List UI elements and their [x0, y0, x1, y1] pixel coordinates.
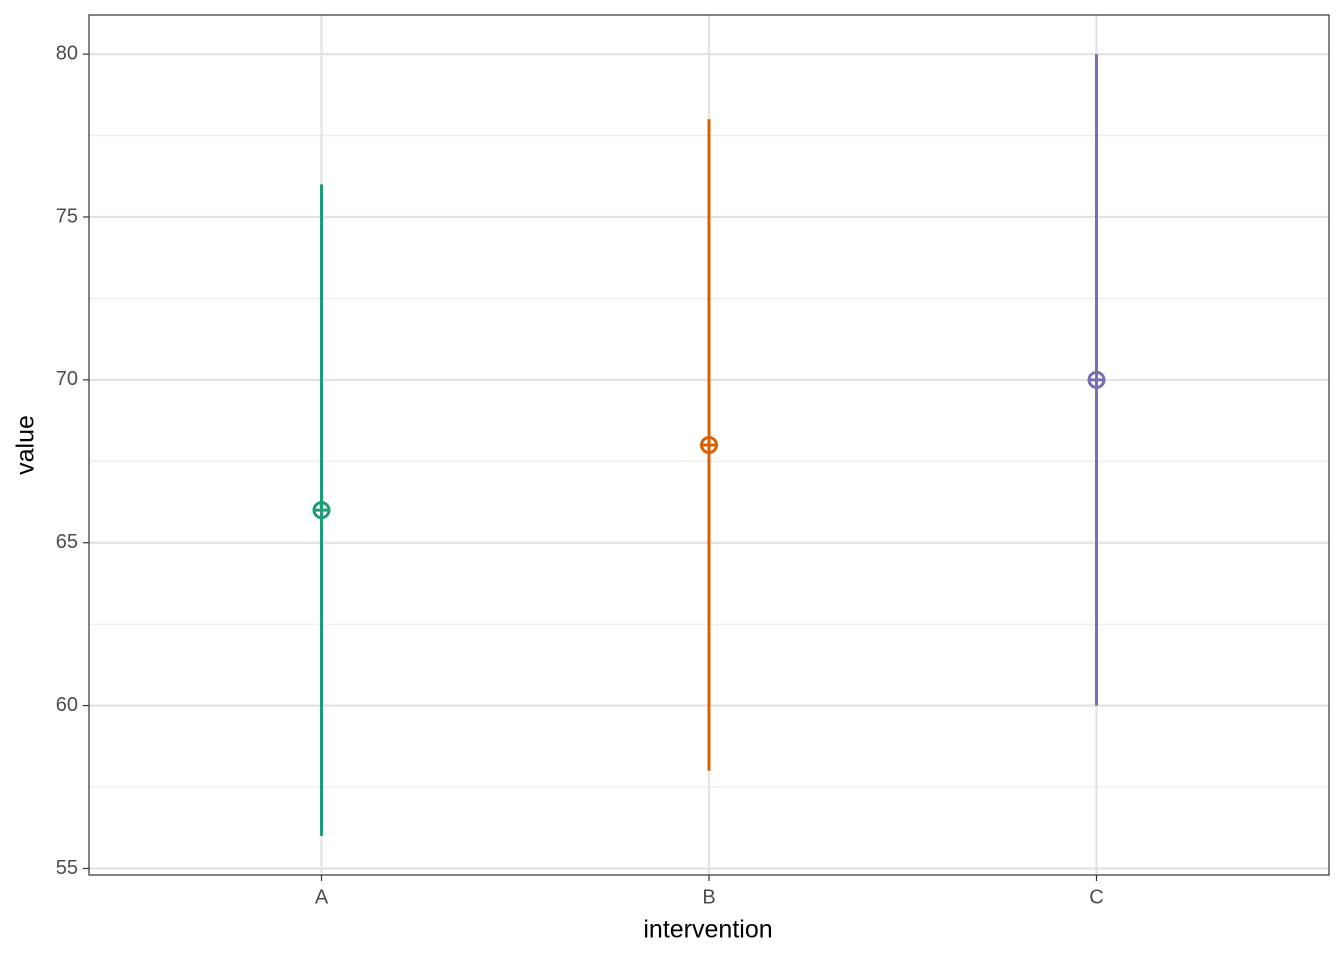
y-tick-label: 55: [56, 857, 78, 879]
y-tick-label: 75: [56, 205, 78, 227]
y-axis-title: value: [12, 415, 40, 475]
point: [312, 501, 331, 520]
x-tick-label: A: [315, 886, 329, 908]
x-tick-label: B: [702, 886, 715, 908]
y-tick-label: 80: [56, 42, 78, 64]
y-tick-label: 60: [56, 694, 78, 716]
x-axis-title: intervention: [643, 916, 772, 944]
marks: [312, 54, 1106, 836]
point: [1087, 370, 1106, 389]
x-tick-label: C: [1089, 886, 1103, 908]
y-tick-label: 70: [56, 368, 78, 390]
point: [700, 436, 719, 454]
y-tick-label: 65: [56, 531, 78, 553]
